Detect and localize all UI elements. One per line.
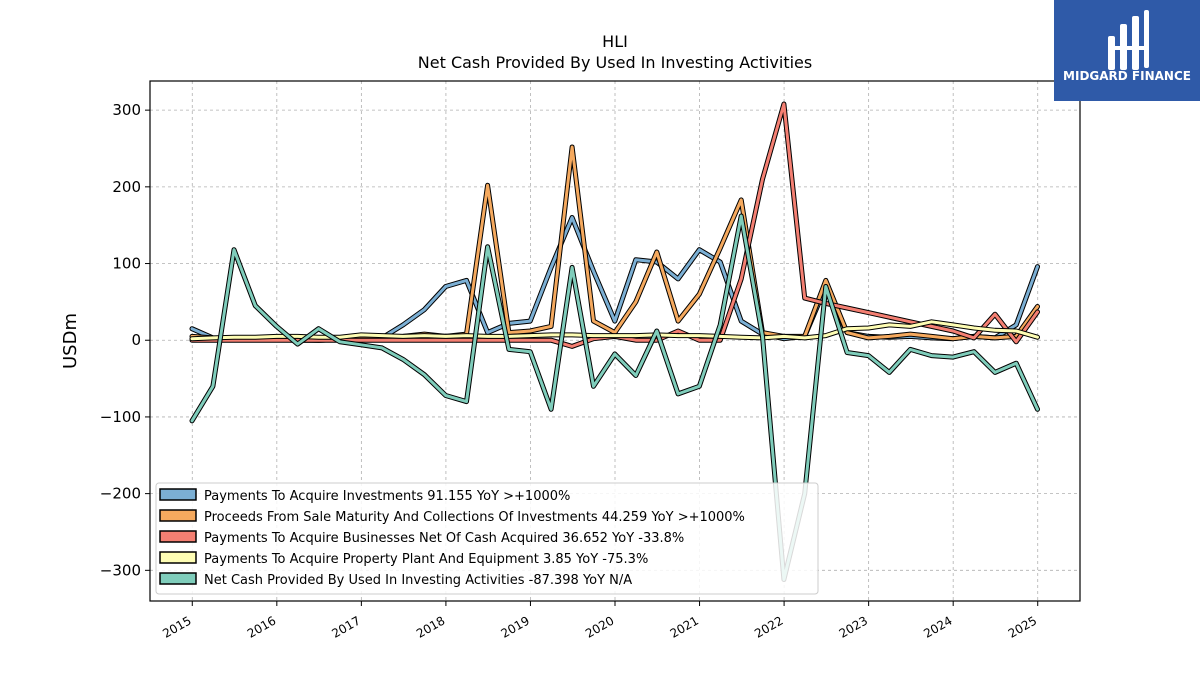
chart-subtitle: Net Cash Provided By Used In Investing A… [418,53,812,72]
y-tick-label: −100 [100,408,141,426]
chart-title: HLI [602,32,628,51]
legend-swatch [159,488,197,501]
series-line-stroke [190,214,1039,581]
legend-label: Payments To Acquire Businesses Net Of Ca… [204,531,684,546]
y-tick-label: 0 [131,331,141,349]
legend-label: Net Cash Provided By Used In Investing A… [204,573,632,588]
series-lines [189,101,1040,582]
logo-text: MIDGARD FINANCE [1063,69,1191,83]
y-tick-label: 300 [112,101,141,119]
series-line [189,213,1040,582]
y-tick-label: −300 [100,561,141,579]
y-tick-label: −200 [100,485,141,503]
legend-label: Payments To Acquire Property Plant And E… [204,552,648,567]
logo-mark-icon [1108,10,1149,70]
legend: Payments To Acquire Investments 91.155 Y… [155,482,819,595]
legend-label: Proceeds From Sale Maturity And Collecti… [204,510,745,525]
legend-swatch [159,530,197,543]
legend-box [155,482,819,595]
y-tick-label: 100 [112,255,141,273]
legend-swatch [159,551,197,564]
legend-label: Payments To Acquire Investments 91.155 Y… [204,489,570,504]
legend-swatch [159,572,197,585]
y-axis: −300 −200 −100 0 100 200 300 [100,101,150,579]
legend-swatch [159,509,197,522]
y-tick-label: 200 [112,178,141,196]
brand-logo: MIDGARD FINANCE [1054,0,1200,101]
y-axis-label: USDm [60,313,81,369]
